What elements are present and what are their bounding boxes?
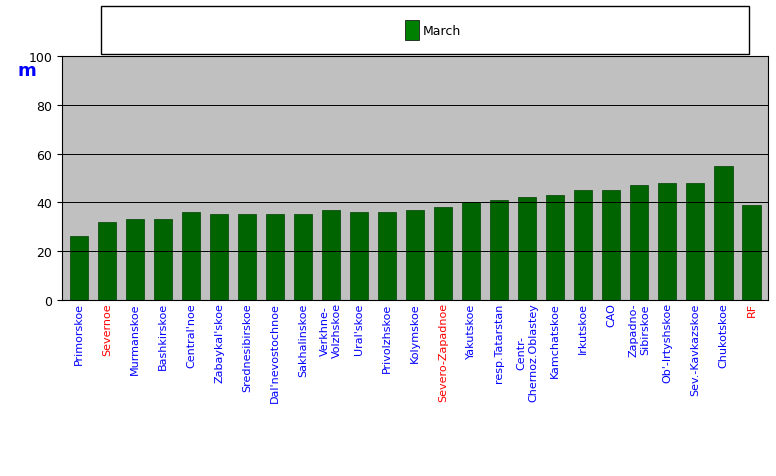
Bar: [658, 183, 677, 300]
Bar: [602, 191, 621, 300]
Text: March: March: [423, 24, 461, 38]
Bar: [714, 166, 733, 300]
Bar: [462, 203, 480, 300]
Text: m: m: [18, 62, 36, 80]
Bar: [434, 208, 452, 300]
Bar: [406, 210, 424, 300]
Bar: [238, 215, 256, 300]
Bar: [70, 237, 88, 300]
Bar: [154, 220, 172, 300]
Bar: [126, 220, 144, 300]
Bar: [574, 191, 592, 300]
Bar: [322, 210, 340, 300]
Bar: [490, 200, 508, 300]
Bar: [518, 198, 536, 300]
Y-axis label: m: m: [0, 475, 1, 476]
Legend: March: March: [435, 63, 508, 89]
Bar: [210, 215, 228, 300]
Bar: [546, 196, 564, 300]
Bar: [98, 222, 116, 300]
Bar: [686, 183, 705, 300]
Bar: [182, 212, 200, 300]
Bar: [743, 205, 760, 300]
Bar: [350, 212, 369, 300]
Bar: [266, 215, 284, 300]
Bar: [378, 212, 397, 300]
Bar: [294, 215, 312, 300]
Bar: [630, 186, 649, 300]
